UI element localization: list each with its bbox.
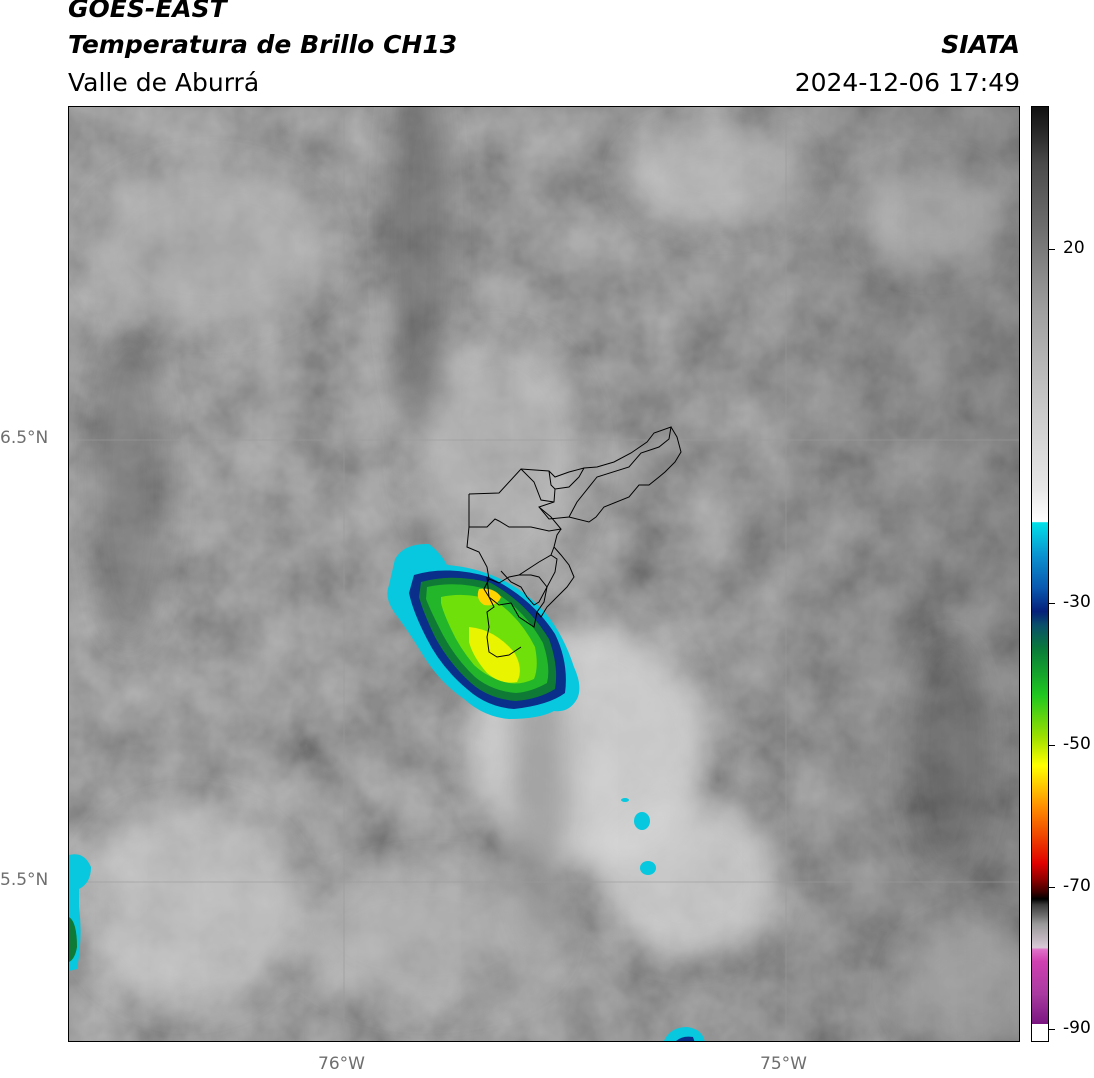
gridlines (69, 107, 1019, 1041)
lat-label-5.5: 5.5°N (0, 870, 49, 890)
colorbar-label: -70 (1063, 876, 1091, 896)
small-cold-cells (69, 798, 705, 1041)
timestamp-label: 2024-12-06 17:49 (794, 68, 1020, 97)
colorbar-tick (1049, 887, 1055, 888)
municipality-boundaries (466, 426, 682, 658)
chart-subtitle: Temperatura de Brillo CH13 (68, 30, 458, 59)
satellite-map[interactable] (68, 106, 1020, 1042)
map-shading (69, 107, 1019, 1041)
lon-label-76: 76°W (318, 1054, 365, 1074)
colorbar-tick (1049, 249, 1055, 250)
colorbar-tick (1049, 745, 1055, 746)
organization-label: SIATA (941, 30, 1020, 59)
colorbar-tick (1049, 1029, 1055, 1030)
colorbar (1031, 106, 1049, 1042)
colorbar-label: -30 (1063, 592, 1091, 612)
colorbar-label: 20 (1063, 238, 1085, 258)
colorbar-tick (1049, 603, 1055, 604)
chart-title: GOES-EAST (68, 0, 227, 23)
lat-label-6.5: 6.5°N (0, 428, 49, 448)
region-label: Valle de Aburrá (68, 68, 260, 97)
colorbar-label: -90 (1063, 1018, 1091, 1038)
map-canvas (69, 107, 1019, 1041)
lon-label-75: 75°W (760, 1054, 807, 1074)
colorbar-label: -50 (1063, 734, 1091, 754)
